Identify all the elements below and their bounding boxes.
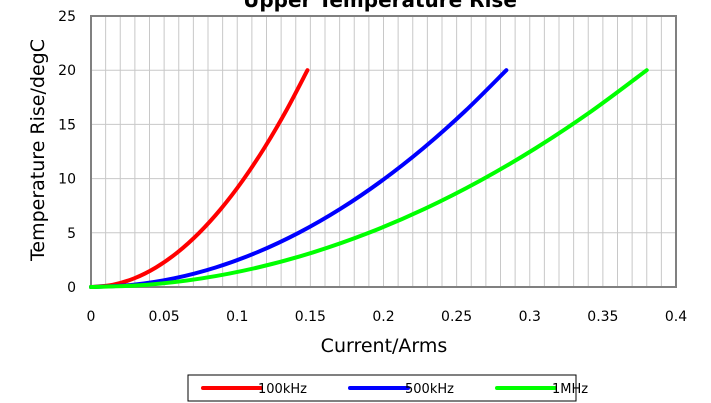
x-tick-label: 0.05 [149, 309, 180, 325]
legend-label-1mhz: 1MHz [552, 382, 588, 397]
y-tick-label: 10 [58, 172, 76, 188]
y-tick-label: 15 [58, 117, 76, 133]
y-tick-label: 20 [58, 63, 76, 79]
x-tick-label: 0.4 [665, 309, 687, 325]
series-line-100khz [89, 68, 310, 289]
legend: 100kHz 500kHz 1MHz [187, 374, 588, 402]
plot-area-frame [90, 15, 677, 288]
y-tick-label: 0 [67, 280, 76, 296]
series-lines [89, 68, 649, 289]
legend-label-500khz: 500kHz [405, 382, 454, 397]
y-axis-title: Temperature Rise/degC [27, 39, 49, 262]
x-tick-label: 0.25 [441, 309, 472, 325]
chart-title: Upper Temperature Rise [243, 0, 517, 12]
tick-labels: 0 0.05 0.1 0.15 0.2 0.25 0.3 0.35 0.4 0 5 10 15 20 25 [58, 9, 687, 325]
series-line-500khz [89, 68, 509, 289]
x-axis-title: Current/Arms [321, 335, 448, 357]
x-tick-label: 0 [87, 309, 96, 325]
grid [91, 16, 676, 287]
x-tick-label: 0.1 [226, 309, 248, 325]
x-tick-label: 0.2 [372, 309, 394, 325]
legend-label-100khz: 100kHz [258, 382, 307, 397]
legend-items: 100kHz 500kHz 1MHz [201, 382, 588, 397]
y-tick-label: 25 [58, 9, 76, 25]
y-tick-label: 5 [67, 226, 76, 242]
series-line-1mhz [89, 68, 649, 289]
x-tick-label: 0.15 [295, 309, 326, 325]
x-tick-label: 0.3 [519, 309, 541, 325]
x-tick-label: 0.35 [587, 309, 618, 325]
